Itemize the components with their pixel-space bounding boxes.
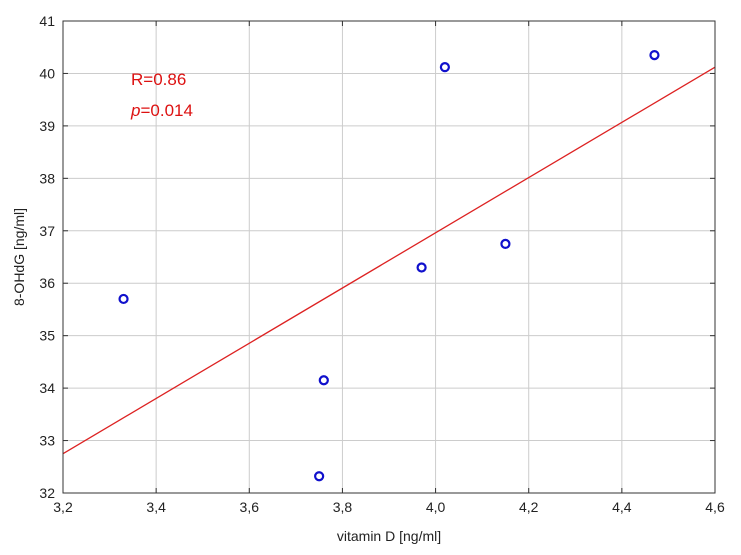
grid xyxy=(63,21,715,493)
x-tick-label: 3,6 xyxy=(240,499,260,515)
y-axis-label: 8-OHdG [ng/ml] xyxy=(11,208,27,306)
data-point xyxy=(118,293,129,305)
plot-frame xyxy=(62,20,716,494)
x-tick-label: 4,2 xyxy=(519,499,539,515)
data-point xyxy=(314,471,325,482)
x-tick-label: 3,8 xyxy=(333,499,353,515)
x-tick-label: 3,2 xyxy=(53,499,73,515)
x-tick-label: 4,6 xyxy=(705,499,725,515)
data-point xyxy=(416,262,427,273)
y-tick-label: 32 xyxy=(39,485,55,501)
y-tick-labels: 32 33 34 35 36 37 38 39 40 41 xyxy=(39,13,55,501)
p-symbol: p xyxy=(130,101,140,120)
p-value-text: p=0.014 xyxy=(130,101,193,120)
data-points xyxy=(118,49,660,482)
plot-background xyxy=(63,21,715,493)
y-tick-label: 38 xyxy=(39,170,55,186)
y-tick-label: 40 xyxy=(39,65,55,81)
axis-ticks xyxy=(62,20,716,494)
y-tick-label: 36 xyxy=(39,275,55,291)
p-value: =0.014 xyxy=(140,101,192,120)
y-tick-label: 33 xyxy=(39,433,55,449)
regression-line xyxy=(62,66,716,455)
x-tick-label: 4,4 xyxy=(612,499,632,515)
x-tick-labels: 3,2 3,4 3,6 3,8 4,0 4,2 4,4 4,6 xyxy=(53,499,725,515)
x-tick-label: 3,4 xyxy=(146,499,166,515)
y-tick-label: 39 xyxy=(39,118,55,134)
data-point xyxy=(318,375,329,386)
data-point xyxy=(439,62,450,73)
regression-line-group xyxy=(62,66,716,455)
y-tick-label: 37 xyxy=(39,223,55,239)
data-point xyxy=(500,238,511,249)
x-axis-label: vitamin D [ng/ml] xyxy=(337,528,441,544)
y-tick-label: 34 xyxy=(39,380,55,396)
y-tick-label: 35 xyxy=(39,328,55,344)
x-tick-label: 4,0 xyxy=(426,499,446,515)
data-point xyxy=(649,49,660,61)
correlation-r-text: R=0.86 xyxy=(131,70,186,89)
y-tick-label: 41 xyxy=(39,13,55,29)
